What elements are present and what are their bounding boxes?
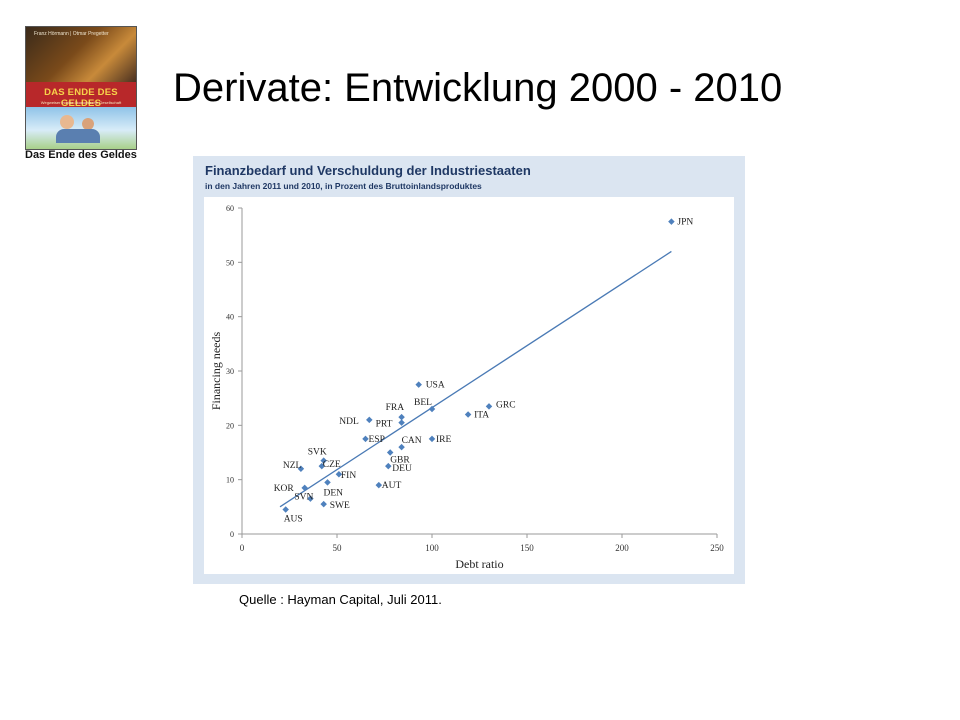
data-label-aus: AUS (284, 515, 303, 525)
x-tick-label: 150 (520, 543, 534, 553)
x-axis-label: Debt ratio (455, 557, 503, 571)
data-point-bel (428, 405, 436, 413)
data-label-jpn: JPN (677, 218, 693, 228)
data-label-ire: IRE (436, 435, 452, 445)
data-label-kor: KOR (274, 484, 295, 494)
data-point-usa (415, 381, 422, 388)
data-label-ita: ITA (474, 410, 489, 420)
data-label-svk: SVK (308, 448, 327, 458)
data-point-den (324, 479, 331, 486)
data-label-usa: USA (426, 381, 445, 391)
book-authors: Franz Hörmann | Otmar Pregetter (34, 31, 109, 37)
book-cover-subtitle: Wegweiser in eine ökonomische Gesellscha… (40, 100, 122, 105)
data-point-prt (398, 419, 405, 426)
data-label-cze: CZE (323, 460, 341, 470)
book-figure-body (56, 129, 100, 143)
data-label-den: DEN (324, 488, 344, 498)
y-tick-label: 50 (226, 258, 234, 267)
data-label-esp: ESP (369, 435, 385, 445)
y-tick-label: 20 (226, 421, 234, 430)
y-tick-label: 0 (230, 530, 234, 539)
slide-title: Derivate: Entwicklung 2000 - 2010 (173, 66, 783, 110)
data-label-swe: SWE (330, 501, 350, 511)
data-point-grc (485, 403, 493, 410)
source-note: Quelle : Hayman Capital, Juli 2011. (239, 592, 442, 607)
data-point-fin (335, 470, 343, 478)
book-figure-head-2 (82, 118, 94, 130)
y-tick-label: 40 (226, 313, 234, 322)
data-point-deu (385, 462, 392, 470)
data-point-nzl (297, 465, 305, 473)
book-cover-top (26, 27, 136, 82)
y-axis-label: Financing needs (209, 332, 223, 411)
y-tick-label: 10 (226, 476, 234, 485)
x-tick-label: 250 (710, 543, 724, 553)
data-point-aus (282, 506, 289, 513)
data-point-svn (307, 495, 314, 502)
data-point-fra (398, 413, 405, 421)
data-label-bel: BEL (414, 398, 432, 408)
data-label-ndl: NDL (339, 417, 359, 427)
x-tick-label: 100 (425, 543, 439, 553)
data-label-fra: FRA (386, 403, 405, 413)
data-point-aut (375, 481, 383, 489)
data-point-ndl (366, 416, 373, 424)
data-label-prt: PRT (376, 420, 393, 430)
chart-plot-area: 0 50 100 150 200 250 0 10 20 30 40 50 60 Debt ratio Fi… (204, 197, 734, 574)
chart-title: Finanzbedarf und Verschuldung der Indust… (205, 163, 531, 178)
data-label-can: CAN (402, 436, 422, 446)
book-caption: Das Ende des Geldes (25, 149, 137, 161)
x-tick-label: 50 (333, 543, 343, 553)
data-label-fin: FIN (341, 471, 356, 481)
data-label-svn: SVN (294, 493, 313, 503)
x-tick-label: 200 (615, 543, 629, 553)
data-point-kor (301, 484, 308, 492)
y-tick-label: 30 (226, 367, 234, 376)
data-point-ita (464, 411, 472, 418)
chart-subtitle: in den Jahren 2011 und 2010, in Prozent … (205, 181, 482, 191)
data-label-deu: DEU (392, 464, 412, 474)
trend-line (279, 250, 672, 508)
data-point-swe (320, 500, 327, 508)
book-title-band (26, 82, 136, 107)
scatter-chart: 0 50 100 150 200 250 0 10 20 30 40 50 60 Debt ratio Fi… (209, 204, 724, 571)
data-point-can (398, 443, 405, 451)
book-figure-head-1 (60, 115, 74, 129)
data-label-grc: GRC (496, 400, 516, 410)
data-label-nzl: NZL (283, 461, 302, 471)
chart-panel: Finanzbedarf und Verschuldung der Indust… (193, 156, 745, 584)
book-cover-image: Franz Hörmann | Otmar Pregetter DAS ENDE… (25, 26, 137, 150)
y-tick-label: 60 (226, 204, 234, 213)
data-label-gbr: GBR (390, 456, 410, 466)
data-label-aut: AUT (382, 481, 402, 491)
book-cover-title: DAS ENDE DES GELDES (44, 87, 118, 109)
x-tick-label: 0 (240, 543, 245, 553)
data-point-jpn (668, 218, 675, 225)
data-point-esp (362, 435, 369, 443)
data-point-ire (428, 435, 436, 443)
